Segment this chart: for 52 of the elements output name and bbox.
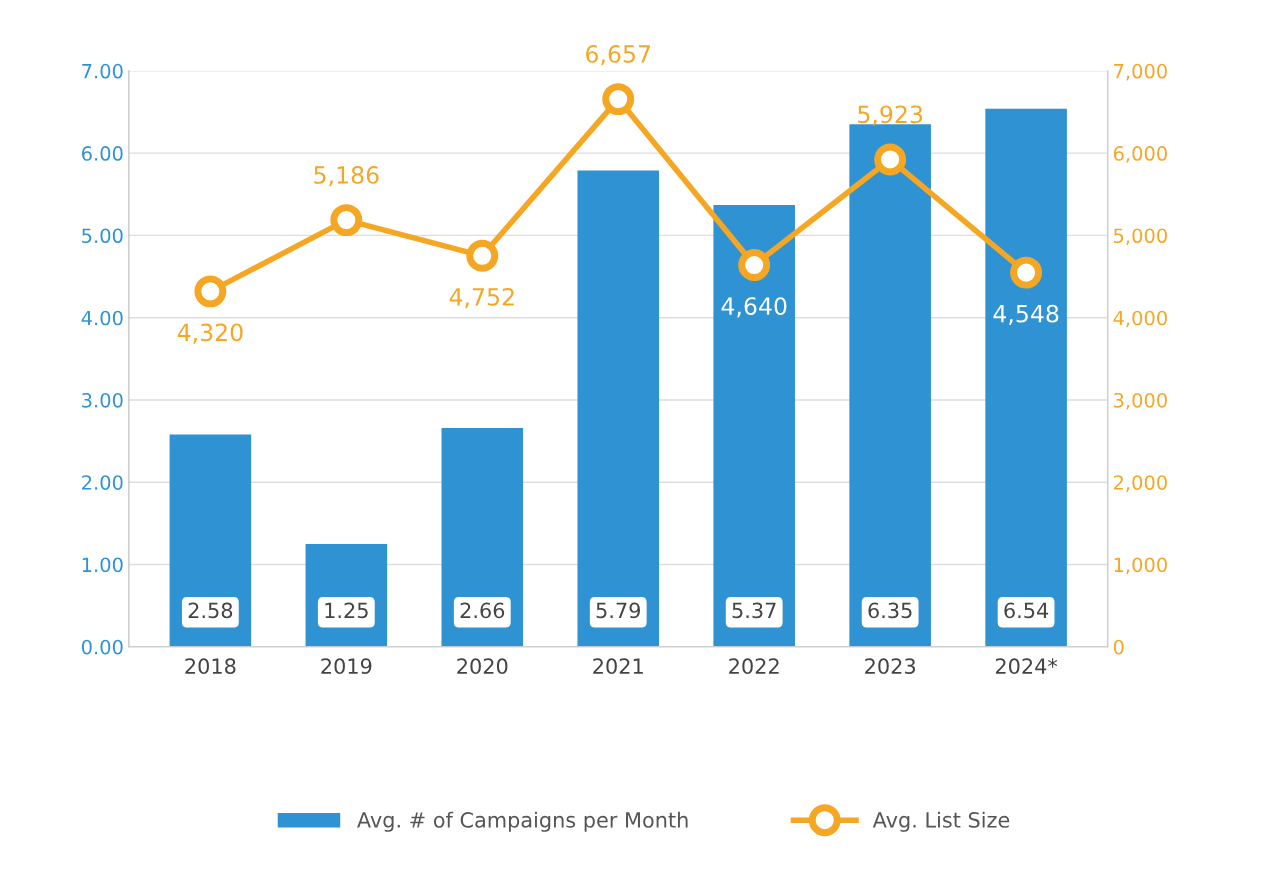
legend-label: Avg. # of Campaigns per Month	[357, 811, 688, 832]
y2-tick-label: 3,000	[1114, 392, 1167, 410]
data-label: 4,752	[449, 287, 514, 309]
data-label: 5,923	[858, 105, 923, 126]
y2-tick-label: 0	[1113, 639, 1124, 655]
data-label: 5.37	[732, 602, 776, 619]
y-tick-label: 4.00	[81, 310, 123, 326]
data-label: 2.58	[188, 602, 233, 619]
y-tick-label: 3.00	[82, 392, 123, 408]
x-tick-label: 2021	[593, 658, 643, 675]
point	[874, 143, 907, 176]
y2-tick-label: 4,000	[1113, 310, 1167, 328]
bar	[441, 427, 524, 647]
x-tick-label: 2024*	[995, 658, 1058, 675]
y-tick-label: 0.00	[81, 639, 123, 655]
data-label: 6.54	[1004, 602, 1049, 619]
bar	[985, 108, 1067, 647]
data-label: 1.25	[325, 602, 368, 619]
data-label: 4,320	[177, 323, 243, 344]
point	[602, 83, 635, 116]
y-tick-label: 2.00	[82, 475, 123, 490]
point	[194, 275, 227, 308]
data-label: 4,640	[721, 297, 787, 318]
x-tick-label: 2023	[865, 658, 915, 675]
y2-tick-label: 5,000	[1114, 228, 1167, 246]
y-tick-label: 5.00	[82, 228, 123, 244]
point	[466, 239, 499, 272]
y-tick-label: 1.00	[82, 557, 123, 573]
data-label: 2.66	[460, 602, 505, 619]
y2-tick-label: 7,000	[1114, 63, 1167, 81]
x-tick-label: 2019	[321, 658, 372, 675]
data-label: 4,548	[993, 304, 1059, 325]
data-label: 5.79	[596, 602, 640, 619]
legend-label: Avg. List Size	[872, 811, 1010, 832]
x-tick-label: 2022	[729, 658, 779, 675]
x-tick-label: 2018	[185, 658, 236, 675]
data-label: 6,657	[586, 44, 651, 66]
y2-tick-label: 2,000	[1113, 475, 1167, 492]
point	[330, 204, 363, 237]
y2-tick-label: 6,000	[1113, 146, 1167, 163]
bar	[169, 434, 252, 647]
y-tick-label: 6.00	[82, 146, 123, 161]
y2-tick-label: 1,000	[1114, 557, 1167, 575]
y-tick-label: 7.00	[82, 63, 123, 79]
bar	[577, 170, 660, 647]
point	[738, 249, 771, 282]
data-label: 5,186	[314, 166, 379, 187]
bar	[849, 124, 931, 647]
data-label: 6.35	[868, 602, 912, 619]
bar	[713, 204, 795, 647]
point	[1010, 256, 1043, 289]
x-tick-label: 2020	[457, 658, 508, 675]
